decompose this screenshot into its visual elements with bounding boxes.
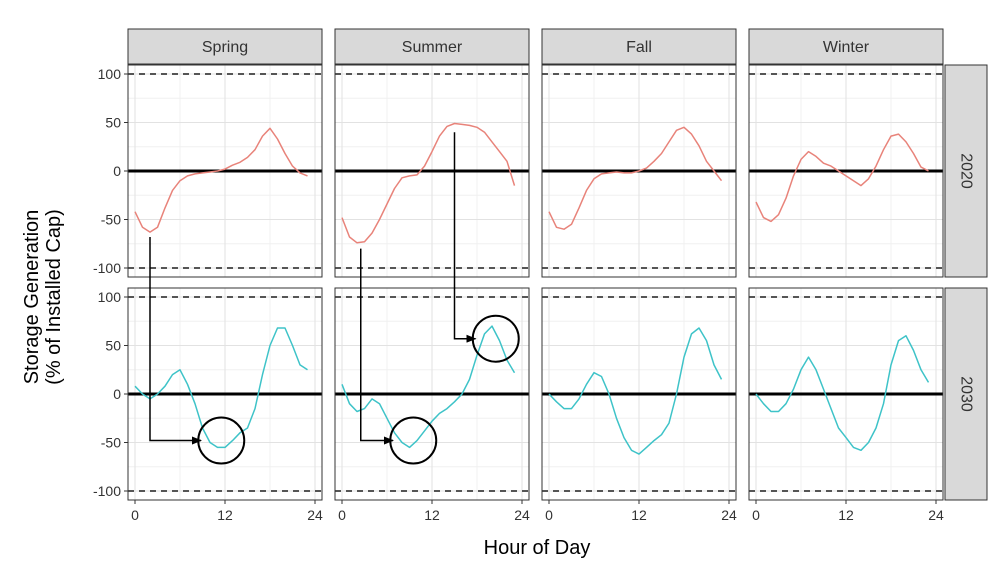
strip-label-fall: Fall bbox=[626, 39, 652, 56]
x-tick-label: 0 bbox=[338, 507, 346, 523]
strip-winter bbox=[748, 28, 944, 65]
panel-spring-2030 bbox=[127, 287, 323, 501]
panel-spring-2020 bbox=[127, 64, 323, 278]
strip-summer bbox=[334, 28, 530, 65]
x-tick-label: 24 bbox=[514, 507, 530, 523]
y-tick-label: -100 bbox=[93, 483, 121, 499]
y-axis-title-line-2: (% of Installed Cap) bbox=[43, 209, 65, 385]
panel-summer-2030 bbox=[334, 287, 530, 501]
annotation-layer bbox=[149, 132, 520, 465]
y-tick-label: -50 bbox=[101, 212, 121, 228]
panel-winter-2030 bbox=[748, 287, 944, 501]
y-tick-label: 50 bbox=[105, 338, 121, 354]
strip-label-summer: Summer bbox=[402, 39, 463, 56]
x-tick-label: 0 bbox=[545, 507, 553, 523]
y-axis-title-line-1: Storage Generation bbox=[21, 210, 43, 385]
panel-summer-2020 bbox=[334, 64, 530, 278]
strip-2020 bbox=[944, 64, 988, 278]
series-line-summer-2020 bbox=[341, 122, 516, 244]
x-tick-label: 24 bbox=[928, 507, 944, 523]
x-tick-label: 24 bbox=[307, 507, 323, 523]
series-line-summer-2030 bbox=[341, 325, 516, 449]
strip-spring bbox=[127, 28, 323, 65]
axes-layer: -100 -50 0 50 100 -100 -50 0 50 100 0 12 24 0 12 24 0 12 2… bbox=[93, 66, 944, 523]
x-axis-title: Hour of Day bbox=[484, 537, 591, 559]
panels-layer: Spring Summer Fall Winter 2020 2030 bbox=[127, 28, 988, 501]
x-tick-label: 0 bbox=[752, 507, 760, 523]
y-tick-label: 0 bbox=[113, 163, 121, 179]
strip-2030 bbox=[944, 287, 988, 501]
y-tick-label: 50 bbox=[105, 115, 121, 131]
x-tick-label: 24 bbox=[721, 507, 737, 523]
panel-border bbox=[748, 64, 944, 278]
series-line-winter-2030 bbox=[755, 335, 930, 452]
series-line-spring-2020 bbox=[134, 127, 308, 233]
y-tick-label: -50 bbox=[101, 435, 121, 451]
y-tick-label: -100 bbox=[93, 260, 121, 276]
y-tick-label: 100 bbox=[98, 66, 122, 82]
x-tick-label: 12 bbox=[631, 507, 647, 523]
series-line-spring-2030 bbox=[134, 327, 308, 449]
annotation-arrow bbox=[360, 248, 394, 445]
x-tick-label: 12 bbox=[424, 507, 440, 523]
x-tick-label: 12 bbox=[217, 507, 233, 523]
annotation-arrow bbox=[453, 132, 477, 343]
x-tick-label: 0 bbox=[131, 507, 139, 523]
strip-label-spring: Spring bbox=[202, 39, 248, 56]
x-tick-label: 12 bbox=[838, 507, 854, 523]
panel-border bbox=[541, 64, 737, 278]
series-line-fall-2030 bbox=[548, 327, 723, 455]
y-tick-label: 100 bbox=[98, 289, 122, 305]
strip-label-2020: 2020 bbox=[958, 153, 975, 189]
panel-fall-2020 bbox=[541, 64, 737, 278]
y-axis-title: Storage Generation (% of Installed Cap) bbox=[21, 209, 65, 385]
strip-fall bbox=[541, 28, 737, 65]
y-tick-label: 0 bbox=[113, 386, 121, 402]
panel-border bbox=[334, 64, 530, 278]
series-line-fall-2020 bbox=[548, 126, 723, 230]
strip-label-2030: 2030 bbox=[958, 376, 975, 412]
panel-winter-2020 bbox=[748, 64, 944, 278]
annotation-arrow bbox=[149, 236, 202, 445]
strip-label-winter: Winter bbox=[823, 39, 870, 56]
series-line-winter-2020 bbox=[755, 133, 929, 223]
panel-fall-2030 bbox=[541, 287, 737, 501]
